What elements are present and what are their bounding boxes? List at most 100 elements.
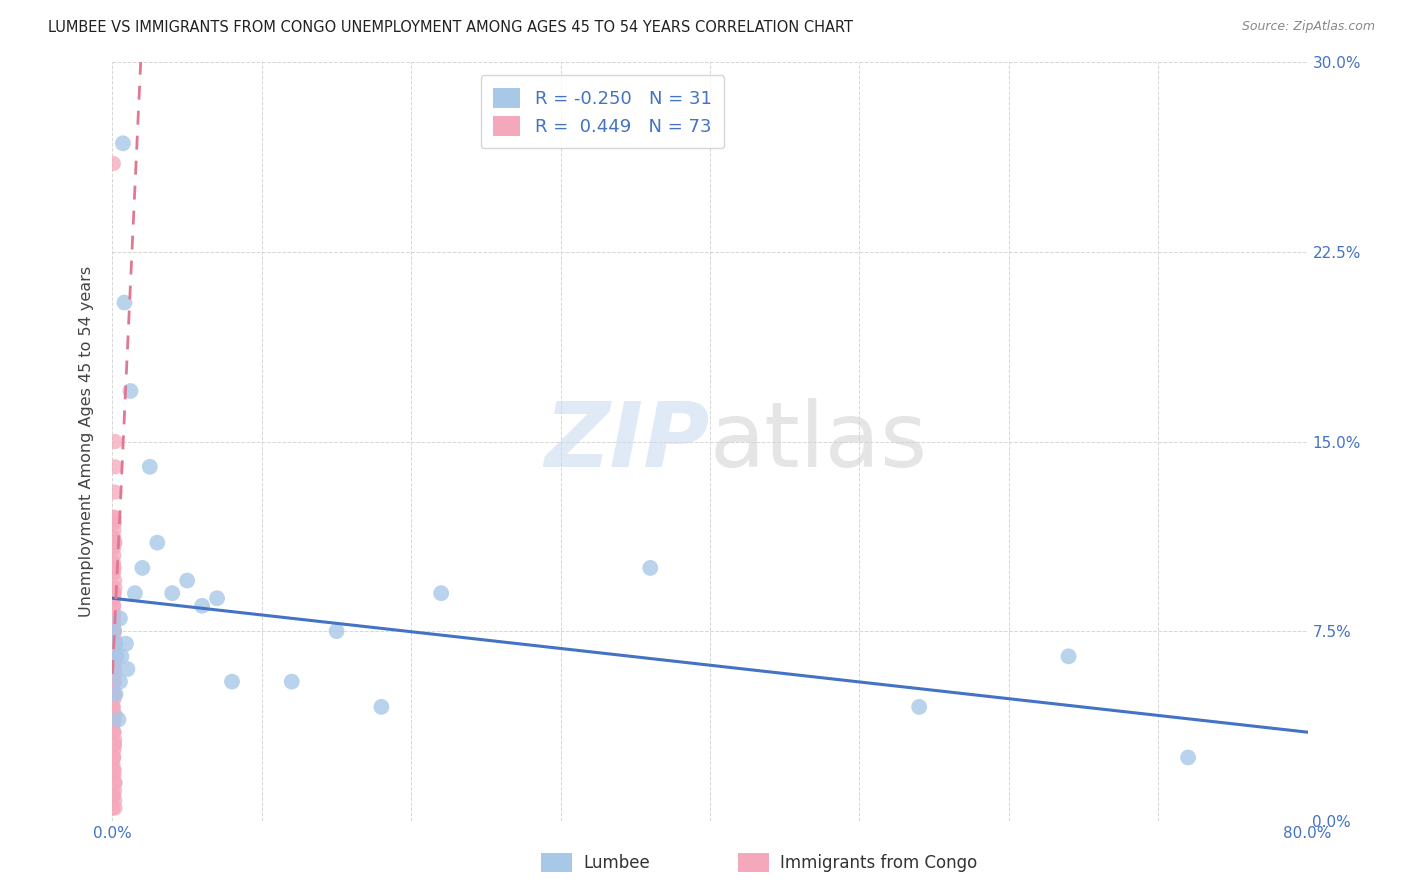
Point — [103, 692, 125, 706]
Point — [103, 783, 125, 797]
Point — [104, 667, 127, 681]
Point — [103, 586, 125, 600]
Point — [101, 687, 124, 701]
Point — [103, 789, 125, 803]
Point — [103, 624, 125, 639]
Point — [101, 717, 124, 731]
Point — [103, 516, 125, 530]
Point — [1057, 649, 1080, 664]
Point — [105, 649, 128, 664]
Point — [103, 674, 125, 689]
Point — [103, 768, 125, 782]
Point — [103, 632, 125, 646]
Point — [221, 674, 243, 689]
Point — [103, 156, 125, 170]
Point — [101, 758, 124, 772]
Point — [103, 738, 125, 752]
Point — [101, 611, 124, 625]
Point — [103, 556, 125, 570]
Point — [103, 607, 125, 621]
Point — [103, 624, 125, 639]
Point — [103, 541, 125, 555]
Point — [281, 674, 304, 689]
Point — [104, 485, 127, 500]
Point — [104, 581, 127, 595]
Point — [104, 793, 127, 807]
Point — [103, 763, 125, 777]
Point — [103, 637, 125, 651]
Point — [103, 510, 125, 524]
Point — [101, 561, 124, 575]
Point — [104, 687, 127, 701]
Point — [103, 649, 125, 664]
Text: LUMBEE VS IMMIGRANTS FROM CONGO UNEMPLOYMENT AMONG AGES 45 TO 54 YEARS CORRELATI: LUMBEE VS IMMIGRANTS FROM CONGO UNEMPLOY… — [48, 20, 853, 35]
Point — [103, 725, 125, 739]
Point — [114, 295, 135, 310]
Point — [103, 624, 125, 639]
Point — [103, 523, 125, 537]
Point — [103, 662, 125, 676]
Point — [101, 641, 124, 656]
Point — [107, 713, 129, 727]
Point — [103, 586, 125, 600]
Legend: R = -0.250   N = 31, R =  0.449   N = 73: R = -0.250 N = 31, R = 0.449 N = 73 — [481, 75, 724, 148]
Text: ZIP: ZIP — [544, 398, 710, 485]
Point — [103, 531, 125, 545]
Point — [103, 725, 125, 739]
Point — [103, 591, 125, 606]
Point — [104, 732, 127, 747]
Point — [103, 750, 125, 764]
Point — [104, 776, 127, 790]
Point — [103, 599, 125, 613]
Point — [117, 662, 139, 676]
Point — [103, 611, 125, 625]
Point — [162, 586, 183, 600]
Point — [103, 713, 125, 727]
Point — [325, 624, 347, 639]
Point — [104, 637, 127, 651]
Point — [103, 750, 125, 764]
Point — [103, 586, 125, 600]
Point — [103, 662, 125, 676]
Point — [115, 637, 138, 651]
Point — [104, 459, 127, 474]
Point — [640, 561, 662, 575]
Point — [124, 586, 146, 600]
Point — [146, 535, 169, 549]
Point — [176, 574, 198, 588]
Point — [139, 459, 162, 474]
Text: Lumbee: Lumbee — [583, 854, 650, 871]
Point — [103, 535, 125, 549]
Point — [131, 561, 153, 575]
Point — [103, 561, 125, 575]
Point — [104, 649, 127, 664]
Point — [110, 649, 132, 664]
Point — [908, 699, 931, 714]
Point — [104, 535, 127, 549]
Point — [104, 801, 127, 815]
Point — [205, 591, 228, 606]
Point — [103, 657, 125, 671]
Point — [103, 763, 125, 777]
Point — [103, 789, 125, 803]
Point — [104, 637, 127, 651]
Y-axis label: Unemployment Among Ages 45 to 54 years: Unemployment Among Ages 45 to 54 years — [79, 266, 94, 617]
Point — [103, 776, 125, 790]
Point — [101, 801, 124, 815]
Point — [103, 599, 125, 613]
Text: atlas: atlas — [710, 398, 928, 485]
Point — [101, 682, 124, 697]
Point — [103, 674, 125, 689]
Point — [191, 599, 214, 613]
Point — [103, 743, 125, 757]
Text: Immigrants from Congo: Immigrants from Congo — [780, 854, 977, 871]
Point — [103, 510, 125, 524]
Point — [1177, 750, 1199, 764]
Point — [103, 699, 125, 714]
Text: Source: ZipAtlas.com: Source: ZipAtlas.com — [1241, 20, 1375, 33]
Point — [430, 586, 453, 600]
Point — [120, 384, 142, 398]
Point — [103, 662, 125, 676]
Point — [103, 548, 125, 563]
Point — [108, 611, 131, 625]
